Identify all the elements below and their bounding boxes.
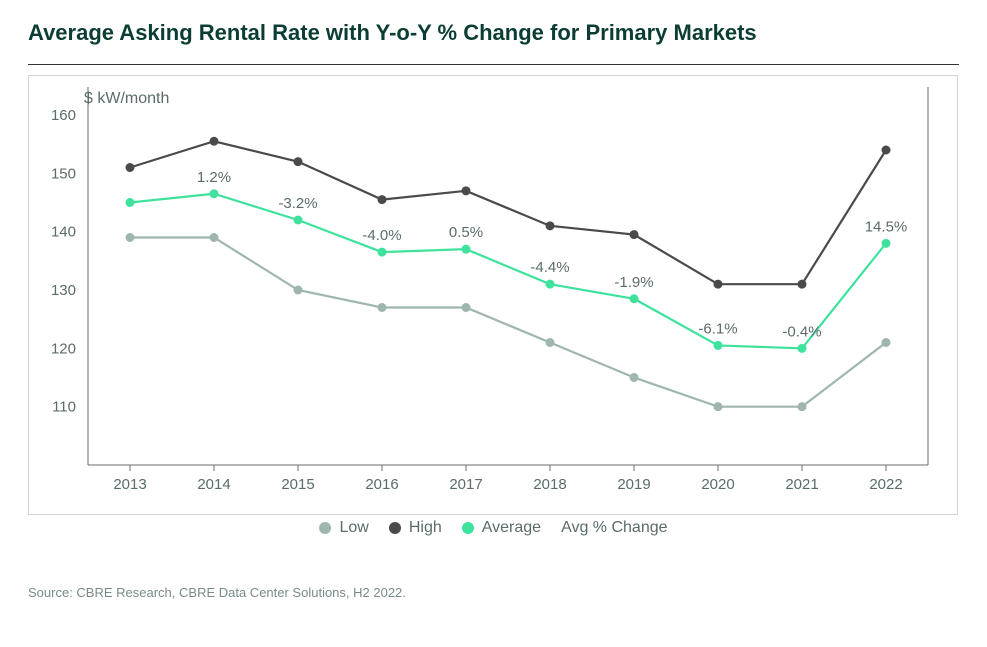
series-marker-average (882, 239, 891, 248)
series-marker-high (126, 163, 135, 172)
series-marker-low (630, 373, 639, 382)
series-marker-low (294, 286, 303, 295)
series-marker-average (126, 198, 135, 207)
x-tick-label: 2016 (365, 476, 398, 493)
series-marker-low (378, 303, 387, 312)
y-tick-label: 130 (51, 282, 76, 299)
series-marker-low (126, 233, 135, 242)
legend-label: Low (339, 519, 368, 537)
legend-item: High (389, 519, 442, 537)
series-marker-low (546, 338, 555, 347)
series-line-low (130, 238, 886, 407)
source-text: Source: CBRE Research, CBRE Data Center … (28, 585, 959, 600)
avg-pct-label: 14.5% (865, 218, 908, 235)
series-marker-average (714, 341, 723, 350)
series-marker-high (798, 280, 807, 289)
series-marker-average (294, 216, 303, 225)
series-marker-high (210, 137, 219, 146)
avg-pct-label: -3.2% (278, 195, 317, 212)
legend-item: Low (319, 519, 368, 537)
series-marker-low (210, 233, 219, 242)
outer-border (29, 76, 958, 515)
y-tick-label: 120 (51, 340, 76, 357)
series-marker-average (378, 248, 387, 257)
y-tick-label: 140 (51, 224, 76, 241)
series-marker-high (546, 221, 555, 230)
y-tick-label: 110 (52, 399, 76, 416)
series-marker-high (462, 186, 471, 195)
x-tick-label: 2013 (113, 476, 146, 493)
x-tick-label: 2019 (617, 476, 650, 493)
series-marker-high (630, 230, 639, 239)
avg-pct-label: -4.4% (530, 259, 569, 276)
chart-title: Average Asking Rental Rate with Y-o-Y % … (28, 20, 959, 46)
series-marker-low (882, 338, 891, 347)
series-marker-high (378, 195, 387, 204)
legend-label: Avg % Change (561, 519, 667, 537)
series-marker-low (714, 402, 723, 411)
series-marker-average (798, 344, 807, 353)
series-line-high (130, 141, 886, 284)
legend-swatch (319, 522, 331, 534)
avg-pct-label: -1.9% (614, 274, 653, 291)
avg-pct-label: 0.5% (449, 224, 483, 241)
avg-pct-label: -0.4% (782, 323, 821, 340)
legend-swatch (389, 522, 401, 534)
series-marker-low (798, 402, 807, 411)
series-marker-average (546, 280, 555, 289)
y-tick-label: 160 (51, 107, 76, 124)
line-chart-svg: $ kW/month 110 120 130 140 150 160 2013 2014 2015… (28, 75, 958, 515)
series-marker-high (294, 157, 303, 166)
x-tick-label: 2014 (197, 476, 230, 493)
series-marker-high (882, 146, 891, 155)
title-separator (28, 64, 959, 65)
avg-pct-label: 1.2% (197, 169, 231, 186)
avg-pct-label: -4.0% (362, 227, 401, 244)
legend: Low High Average Avg % Change (28, 519, 959, 537)
series-marker-average (210, 189, 219, 198)
x-tick-label: 2015 (281, 476, 314, 493)
y-tick-label: 150 (51, 165, 76, 182)
y-axis-label: $ kW/month (84, 90, 169, 107)
legend-swatch (462, 522, 474, 534)
x-tick-label: 2020 (701, 476, 734, 493)
series-marker-average (630, 294, 639, 303)
x-tick-label: 2021 (785, 476, 818, 493)
x-tick-label: 2017 (449, 476, 482, 493)
series-marker-low (462, 303, 471, 312)
legend-item: Avg % Change (561, 519, 667, 537)
chart-card: Average Asking Rental Rate with Y-o-Y % … (0, 0, 987, 647)
x-tick-label: 2022 (869, 476, 902, 493)
x-tick-label: 2018 (533, 476, 566, 493)
avg-pct-label: -6.1% (698, 320, 737, 337)
legend-label: Average (482, 519, 541, 537)
series-marker-high (714, 280, 723, 289)
series-marker-average (462, 245, 471, 254)
chart-area: $ kW/month 110 120 130 140 150 160 2013 2014 2015… (28, 75, 959, 565)
legend-label: High (409, 519, 442, 537)
legend-item: Average (462, 519, 541, 537)
